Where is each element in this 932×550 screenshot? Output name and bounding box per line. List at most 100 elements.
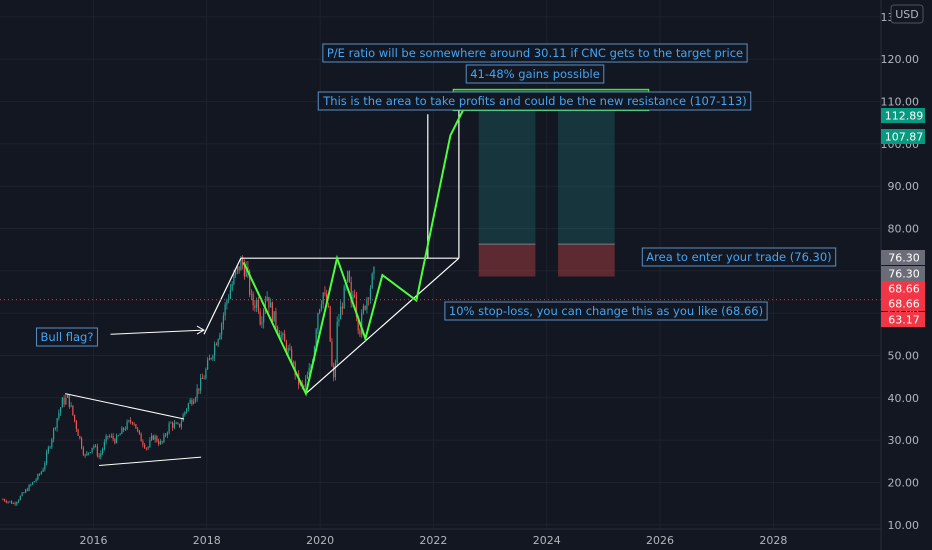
candle-body bbox=[165, 434, 167, 436]
candle-body bbox=[5, 501, 7, 503]
candle-body bbox=[182, 414, 184, 422]
candle-body bbox=[303, 385, 305, 387]
candle-body bbox=[44, 463, 46, 470]
candle-body bbox=[338, 319, 340, 322]
candle-body bbox=[47, 447, 49, 453]
candle-body bbox=[366, 298, 368, 310]
loss-zone bbox=[558, 244, 615, 277]
candle-body bbox=[107, 435, 109, 437]
candle-body bbox=[40, 471, 42, 475]
price-tag: 76.30 bbox=[881, 250, 925, 265]
annotation-stop-loss: 10% stop-loss, you can change this as yo… bbox=[444, 301, 768, 321]
candle-body bbox=[124, 428, 126, 430]
candle-body bbox=[23, 492, 25, 494]
candle-body bbox=[343, 286, 345, 309]
candle-body bbox=[161, 441, 163, 443]
candle-body bbox=[9, 501, 11, 503]
candle-body bbox=[14, 503, 16, 505]
candle-body bbox=[186, 408, 188, 412]
candle-body bbox=[322, 292, 324, 305]
candle-body bbox=[187, 403, 189, 409]
x-tick-label: 2022 bbox=[419, 534, 447, 547]
candle-body bbox=[126, 421, 128, 429]
candle-body bbox=[249, 271, 251, 295]
candle-body bbox=[292, 362, 295, 364]
candle-body bbox=[306, 374, 309, 379]
price-tag: 112.89 bbox=[881, 108, 925, 123]
candle-body bbox=[156, 436, 158, 442]
candle-body bbox=[324, 292, 326, 294]
candle-body bbox=[61, 398, 63, 408]
candle-body bbox=[79, 435, 81, 439]
candle-body bbox=[110, 435, 112, 437]
y-tick-label: 40.00 bbox=[888, 392, 920, 405]
candle-body bbox=[196, 388, 198, 398]
candle-body bbox=[137, 428, 139, 431]
candles bbox=[2, 255, 375, 506]
y-tick-label: 10.00 bbox=[888, 519, 920, 532]
candle-body bbox=[354, 294, 356, 298]
candle-body bbox=[142, 441, 144, 445]
candle-body bbox=[264, 300, 267, 310]
candle-body bbox=[7, 501, 9, 503]
candle-body bbox=[138, 430, 140, 434]
candle-body bbox=[233, 274, 235, 285]
candle-body bbox=[278, 332, 281, 338]
currency-button[interactable]: USD bbox=[890, 4, 924, 24]
time-axis[interactable]: 2016 2018 2020 2022 2024 2026 2028 bbox=[79, 534, 787, 547]
candle-body bbox=[81, 438, 83, 449]
candle-body bbox=[56, 418, 58, 429]
price-tag-bg bbox=[881, 129, 925, 144]
price-tag-bg bbox=[881, 312, 925, 327]
candle-body bbox=[74, 414, 76, 421]
candle-body bbox=[359, 330, 361, 335]
candle-body bbox=[65, 397, 67, 405]
candle-body bbox=[52, 428, 55, 440]
annotation-text: P/E ratio will be somewhere around 30.11… bbox=[327, 46, 743, 60]
candle-body bbox=[152, 435, 154, 440]
candle-body bbox=[116, 435, 118, 443]
candle-body bbox=[58, 412, 60, 419]
candle-body bbox=[219, 334, 221, 340]
candle-body bbox=[245, 266, 247, 277]
candle-body bbox=[282, 333, 284, 336]
candle-body bbox=[158, 441, 160, 445]
candle-body bbox=[210, 358, 212, 359]
candle-body bbox=[184, 411, 186, 415]
candle-body bbox=[175, 423, 177, 424]
candle-body bbox=[105, 435, 107, 442]
candle-body bbox=[98, 455, 100, 457]
candle-body bbox=[189, 399, 191, 404]
price-tag-value: 76.30 bbox=[888, 268, 920, 281]
candle-body bbox=[327, 305, 330, 307]
drawings bbox=[65, 93, 469, 466]
price-tag-bg bbox=[881, 266, 925, 281]
candle-body bbox=[347, 271, 349, 282]
annotation-box bbox=[465, 64, 605, 84]
annotation-box bbox=[36, 327, 98, 347]
candle-body bbox=[75, 420, 77, 430]
candle-body bbox=[285, 341, 288, 353]
price-tag-value: 68.66 bbox=[888, 298, 920, 311]
candle-body bbox=[166, 432, 168, 436]
candle-body bbox=[198, 388, 200, 391]
candle-body bbox=[191, 399, 193, 404]
annotations: P/E ratio will be somewhere around 30.11… bbox=[36, 43, 837, 347]
bull-flag-arrow-head bbox=[196, 325, 205, 335]
candle-body bbox=[341, 306, 344, 309]
y-tick-label: 120.00 bbox=[881, 53, 920, 66]
candle-body bbox=[177, 423, 179, 424]
candle-body bbox=[66, 394, 69, 398]
triangle-lower-line bbox=[99, 456, 202, 466]
candle-body bbox=[24, 489, 27, 493]
x-tick-label: 2020 bbox=[306, 534, 334, 547]
candle-body bbox=[128, 420, 130, 422]
candle-body bbox=[77, 429, 79, 436]
price-tag: 63.17 bbox=[881, 312, 925, 327]
candle-body bbox=[242, 258, 244, 266]
candle-body bbox=[19, 495, 21, 500]
price-tag-bg bbox=[881, 281, 925, 296]
x-tick-label: 2026 bbox=[646, 534, 674, 547]
candle-body bbox=[310, 366, 312, 368]
